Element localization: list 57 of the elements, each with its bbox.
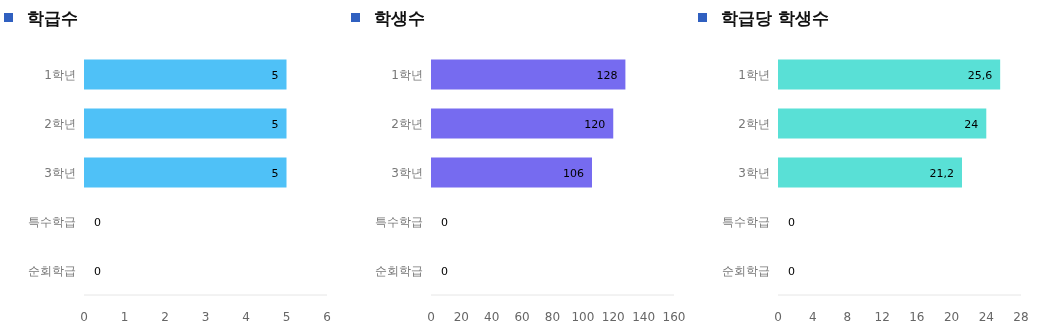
data-label: 5 — [271, 68, 279, 82]
x-tick-label: 80 — [544, 310, 561, 324]
data-label: 25,6 — [967, 68, 993, 82]
y-tick-label: 2학년 — [738, 116, 770, 131]
x-tick-label: 20 — [453, 310, 470, 324]
data-label: 128 — [596, 68, 618, 82]
data-label: 120 — [584, 117, 606, 131]
x-tick-label: 2 — [161, 310, 169, 324]
x-tick-label: 1 — [120, 310, 129, 324]
data-label: 0 — [441, 264, 448, 278]
x-tick-label: 6 — [323, 310, 331, 324]
x-tick-label: 28 — [1013, 310, 1029, 324]
y-tick-label: 특수학급 — [722, 214, 770, 229]
x-tick-label: 4 — [242, 310, 250, 324]
y-tick-label: 특수학급 — [375, 214, 423, 229]
x-tick-label: 120 — [601, 310, 625, 324]
x-tick-label: 140 — [632, 310, 656, 324]
x-tick-label: 4 — [808, 310, 817, 324]
y-tick-label: 2학년 — [44, 116, 76, 131]
y-tick-label: 순회학급 — [375, 263, 423, 278]
data-label: 5 — [271, 166, 279, 180]
x-tick-label: 20 — [943, 310, 960, 324]
data-label: 0 — [94, 215, 101, 229]
x-tick-label: 24 — [978, 310, 994, 324]
y-tick-label: 3학년 — [391, 165, 423, 180]
y-tick-label: 1학년 — [391, 67, 423, 82]
data-label: 0 — [788, 264, 795, 278]
data-label: 106 — [562, 166, 584, 180]
chart-title: 학급수 — [27, 8, 78, 28]
y-tick-label: 순회학급 — [722, 263, 770, 278]
x-tick-label: 3 — [201, 310, 210, 324]
y-tick-label: 특수학급 — [28, 214, 76, 229]
data-label: 24 — [964, 117, 979, 131]
x-tick-label: 5 — [282, 310, 291, 324]
y-tick-label: 3학년 — [738, 165, 770, 180]
x-tick-label: 16 — [909, 310, 925, 324]
x-tick-label: 12 — [874, 310, 890, 324]
data-label: 0 — [788, 215, 795, 229]
data-label: 5 — [271, 117, 279, 131]
x-tick-label: 60 — [514, 310, 530, 324]
chart-title: 학급당 학생수 — [721, 8, 829, 28]
data-label: 21,2 — [929, 166, 954, 180]
y-tick-label: 1학년 — [44, 67, 76, 82]
x-tick-label: 100 — [571, 310, 595, 324]
y-tick-label: 3학년 — [44, 165, 76, 180]
x-tick-label: 0 — [774, 310, 782, 324]
x-tick-label: 160 — [662, 310, 686, 324]
x-tick-label: 8 — [843, 310, 852, 324]
chart-title: 학생수 — [374, 8, 425, 28]
x-tick-label: 40 — [484, 310, 500, 324]
y-tick-label: 1학년 — [738, 67, 770, 82]
y-tick-label: 순회학급 — [28, 263, 76, 278]
x-tick-label: 0 — [80, 310, 88, 324]
data-label: 0 — [441, 215, 448, 229]
x-tick-label: 0 — [427, 310, 435, 324]
y-tick-label: 2학년 — [391, 116, 423, 131]
data-label: 0 — [94, 264, 101, 278]
